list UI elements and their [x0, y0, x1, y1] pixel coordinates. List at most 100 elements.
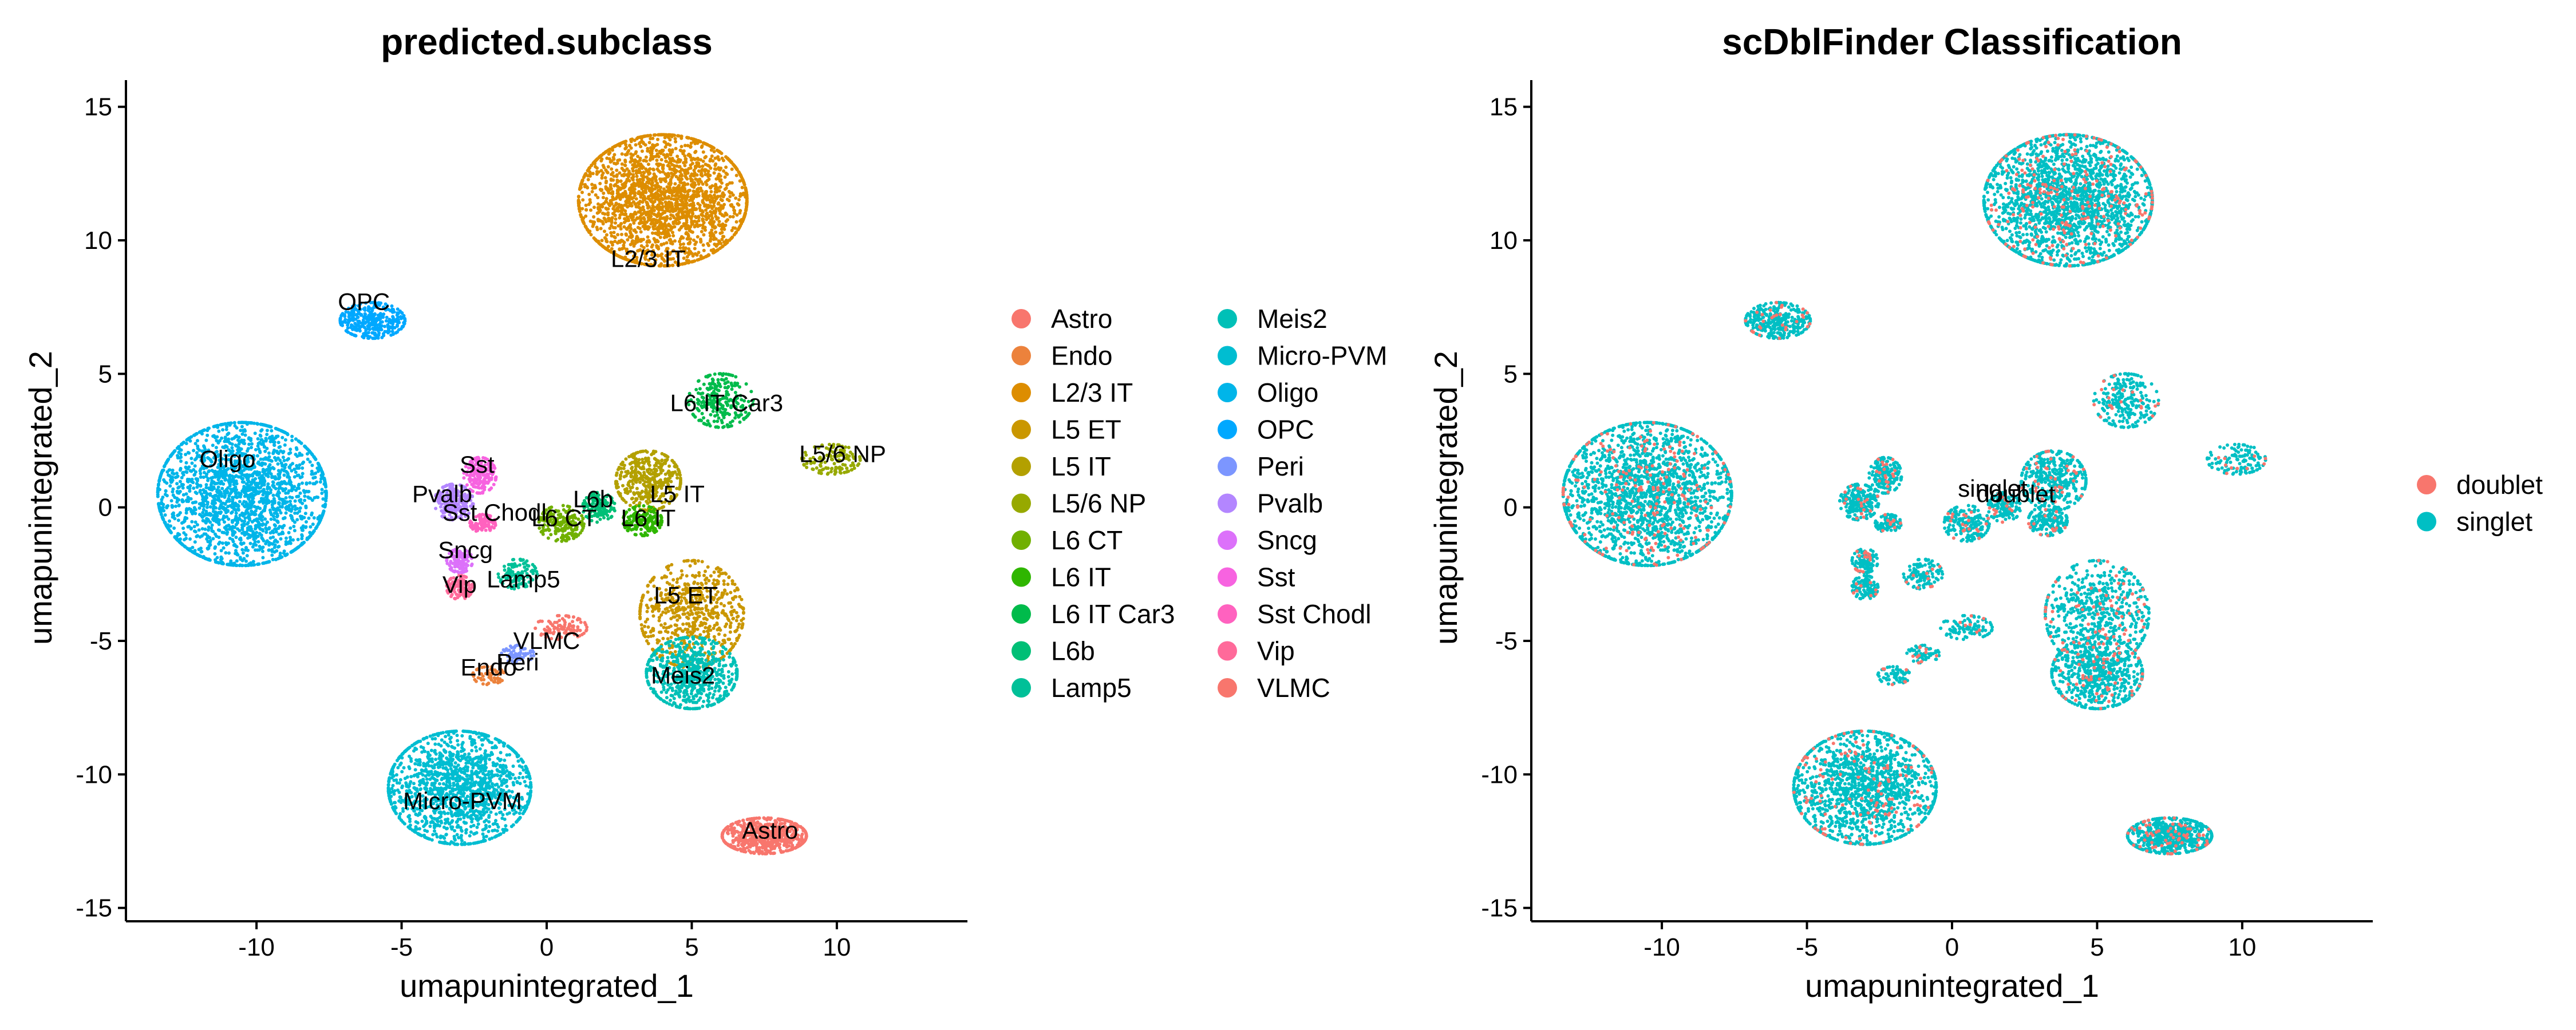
data-point: [675, 207, 679, 211]
data-point: [688, 203, 692, 207]
data-point: [234, 514, 238, 518]
data-point: [718, 231, 722, 235]
data-point: [657, 154, 661, 159]
data-point: [204, 490, 208, 493]
data-point: [661, 231, 665, 235]
data-point: [231, 532, 235, 536]
data-point: [199, 550, 203, 554]
data-point: [581, 198, 585, 202]
data-point: [157, 479, 161, 483]
data-point: [618, 213, 622, 217]
data-point: [287, 489, 291, 493]
data-point: [220, 561, 224, 565]
data-point: [289, 500, 292, 504]
data-point: [298, 491, 302, 495]
data-point: [230, 490, 234, 494]
data-point: [667, 234, 671, 237]
data-point: [179, 452, 183, 456]
data-point: [664, 224, 668, 228]
data-point: [687, 252, 691, 256]
data-point: [269, 472, 273, 476]
data-point: [261, 556, 265, 560]
data-point: [186, 547, 190, 551]
data-point: [622, 186, 626, 190]
data-point: [323, 504, 327, 508]
data-point: [243, 494, 247, 498]
data-point: [380, 324, 384, 328]
data-point: [631, 191, 635, 195]
data-point: [693, 247, 697, 251]
data-point: [738, 211, 742, 215]
data-point: [621, 208, 625, 211]
data-point: [701, 209, 704, 213]
data-point: [613, 144, 617, 148]
data-point: [686, 144, 690, 148]
data-point: [661, 170, 665, 174]
data-point: [192, 525, 196, 529]
data-point: [639, 145, 643, 149]
data-point: [275, 482, 279, 486]
data-point: [171, 490, 175, 494]
data-point: [664, 180, 667, 183]
data-point: [243, 516, 247, 520]
data-point: [612, 231, 616, 235]
data-point: [642, 175, 646, 179]
data-point: [270, 513, 274, 517]
data-point: [618, 240, 622, 244]
data-point: [666, 175, 670, 179]
data-point: [691, 222, 695, 226]
data-point: [362, 332, 366, 336]
data-point: [177, 533, 181, 537]
data-point: [251, 545, 255, 549]
data-point: [734, 173, 738, 177]
data-point: [663, 200, 667, 204]
data-point: [168, 519, 171, 523]
data-point: [646, 225, 650, 229]
data-point: [273, 527, 277, 531]
data-point: [272, 476, 276, 480]
data-point: [707, 164, 711, 168]
data-point: [280, 505, 284, 509]
data-point: [656, 137, 659, 141]
data-point: [346, 326, 350, 330]
data-point: [641, 212, 645, 216]
data-point: [219, 423, 223, 427]
data-point: [267, 451, 271, 455]
data-point: [160, 502, 164, 506]
data-point: [171, 515, 175, 519]
data-point: [736, 228, 740, 232]
data-point: [273, 543, 277, 547]
data-point: [199, 484, 203, 488]
data-point: [744, 189, 748, 193]
data-point: [321, 497, 325, 501]
data-point: [307, 449, 311, 453]
data-point: [240, 480, 244, 484]
data-point: [289, 463, 293, 467]
data-point: [704, 180, 708, 184]
data-point: [689, 145, 693, 149]
data-point: [629, 212, 633, 216]
data-point: [320, 514, 324, 518]
data-point: [646, 206, 650, 210]
data-point: [300, 475, 304, 479]
data-point: [230, 474, 234, 478]
data-point: [240, 523, 244, 527]
data-point: [204, 532, 208, 536]
data-point: [713, 225, 717, 229]
data-point: [718, 168, 722, 172]
data-point: [242, 421, 246, 425]
data-point: [700, 168, 704, 172]
data-point: [576, 195, 580, 199]
data-point: [667, 149, 671, 153]
data-point: [258, 523, 262, 527]
data-point: [293, 499, 297, 503]
data-point: [690, 178, 694, 182]
data-point: [267, 527, 271, 531]
data-point: [592, 236, 596, 240]
data-point: [391, 310, 394, 314]
data-point: [641, 134, 645, 138]
data-point: [305, 520, 308, 524]
data-point: [703, 156, 707, 160]
data-point: [175, 537, 179, 541]
data-point: [262, 457, 266, 461]
